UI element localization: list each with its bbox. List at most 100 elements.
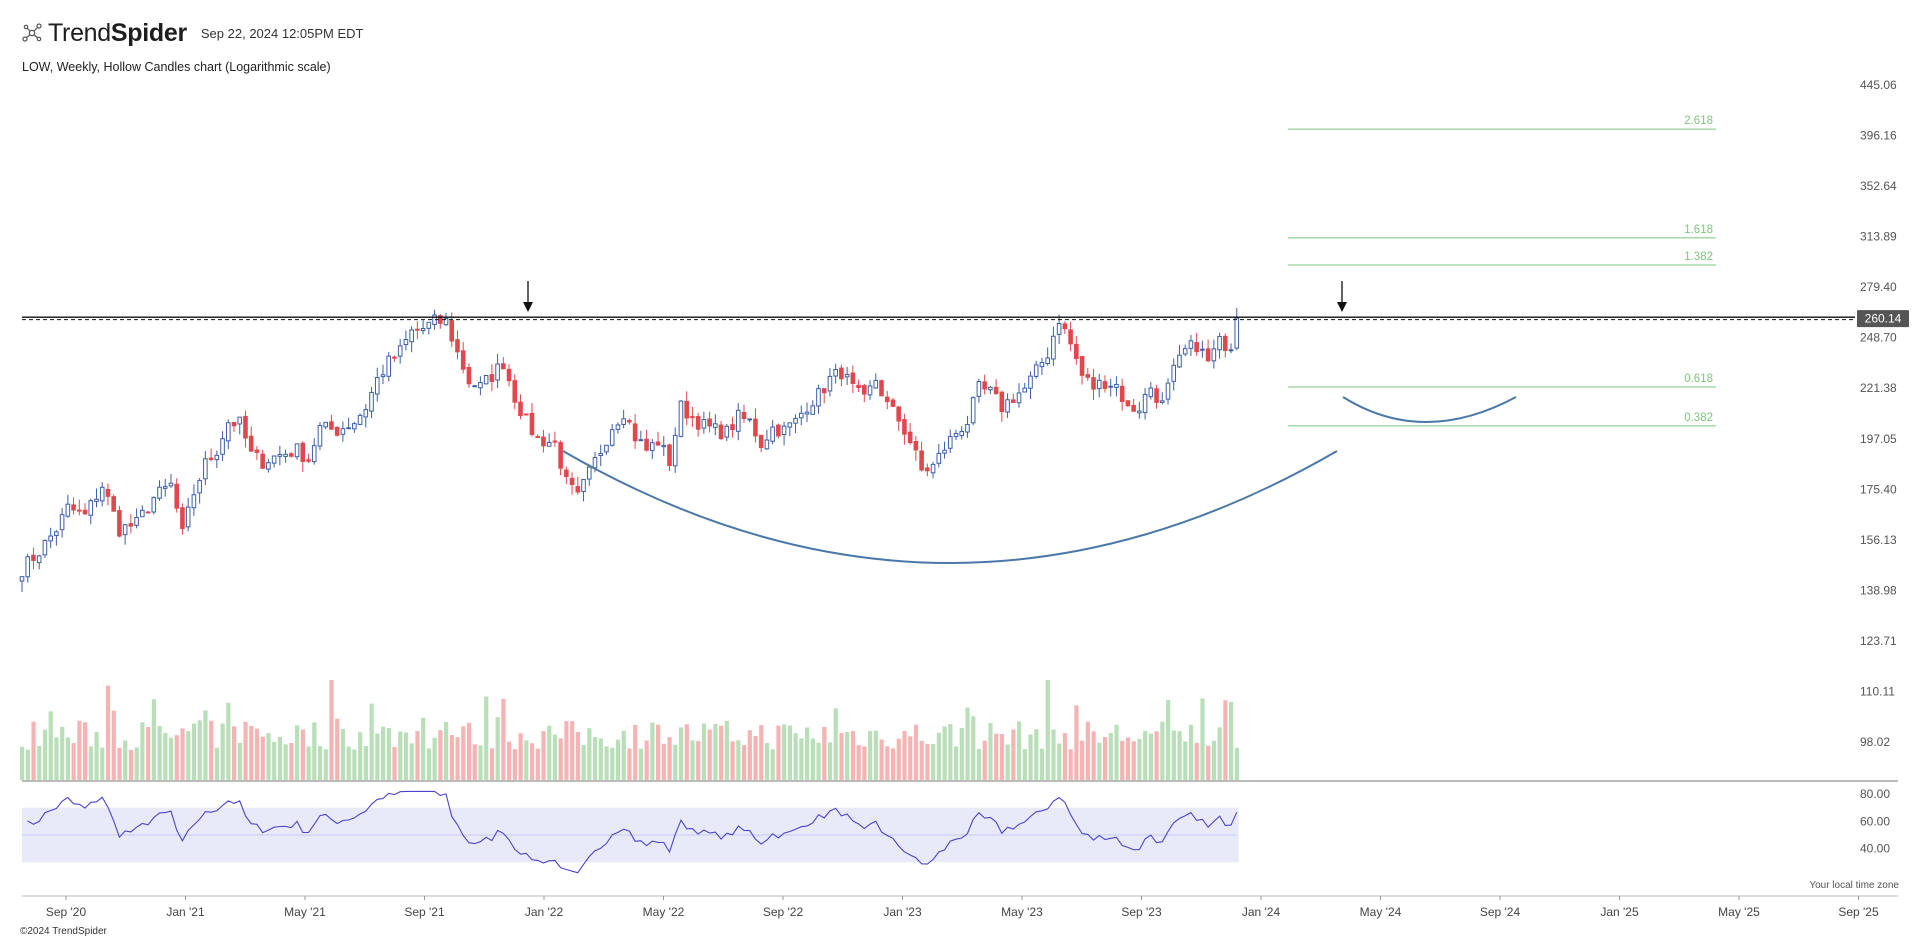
candle-body xyxy=(942,449,947,454)
candle-body xyxy=(1148,387,1154,398)
candle-body xyxy=(31,554,36,561)
volume-bar xyxy=(690,740,695,780)
candle xyxy=(157,480,162,501)
brand-logo-text: TrendSpider xyxy=(48,19,187,48)
volume-bar xyxy=(306,746,311,780)
y-axis-tick-label: 221.38 xyxy=(1860,381,1897,395)
candle-body xyxy=(529,412,535,435)
candle-body xyxy=(501,363,506,370)
candle xyxy=(753,408,758,443)
volume-bar xyxy=(329,680,334,780)
candle xyxy=(1228,343,1234,354)
x-axis-tick-label: Sep '20 xyxy=(46,905,87,919)
volume-bar xyxy=(1085,721,1090,780)
candle-body xyxy=(833,369,838,377)
y-axis-tick-label: 197.05 xyxy=(1860,432,1897,446)
candle-body xyxy=(231,421,237,427)
candle-body xyxy=(947,436,953,449)
volume-bar xyxy=(524,740,529,780)
candle xyxy=(982,374,987,395)
volume-bar xyxy=(1017,721,1022,780)
volume-bar xyxy=(48,711,53,780)
candle-body xyxy=(764,439,770,450)
volume-bar xyxy=(254,728,260,780)
volume-bar xyxy=(856,745,861,780)
candle-body xyxy=(317,425,323,447)
candle-body xyxy=(953,433,959,438)
candle-body xyxy=(873,379,879,389)
candle xyxy=(907,422,913,445)
candles xyxy=(19,307,1240,592)
candle-body xyxy=(19,576,25,582)
volume-bar xyxy=(936,732,941,780)
volume-bar xyxy=(266,733,271,780)
candle xyxy=(713,414,718,436)
candle-body xyxy=(701,419,707,429)
candle-body xyxy=(1051,335,1056,360)
candle-body xyxy=(879,380,884,397)
candle xyxy=(220,431,225,461)
candle-body xyxy=(821,388,827,394)
peak-arrow-icon xyxy=(523,281,533,312)
candle xyxy=(644,429,649,452)
candle xyxy=(839,364,844,387)
volume-bar xyxy=(415,731,420,780)
candle xyxy=(1102,375,1108,393)
candle xyxy=(466,363,472,388)
candle xyxy=(472,384,477,388)
candle-body xyxy=(489,374,495,382)
candle xyxy=(615,422,621,434)
volume-bar xyxy=(105,685,111,780)
candle xyxy=(191,484,197,516)
candle-body xyxy=(546,441,552,447)
candle-body xyxy=(1171,364,1177,382)
candle xyxy=(128,514,134,534)
candle xyxy=(724,423,730,442)
candle xyxy=(403,330,409,351)
volume-bar xyxy=(862,746,867,780)
candle-body xyxy=(884,396,890,403)
volume-bar xyxy=(277,736,283,780)
volume-bar xyxy=(1022,749,1027,780)
candle-body xyxy=(455,339,460,353)
candle xyxy=(552,431,558,447)
candle-body xyxy=(203,458,208,480)
candle-body xyxy=(970,397,976,424)
candle xyxy=(323,421,328,430)
candle xyxy=(1125,400,1131,408)
candle xyxy=(1022,382,1028,393)
candle xyxy=(283,449,288,463)
candle-body xyxy=(592,457,598,469)
fib-level-label: 1.618 xyxy=(1684,224,1713,236)
volume-bar xyxy=(317,746,323,780)
candle xyxy=(1062,321,1068,335)
candle-body xyxy=(1131,404,1136,412)
volume-bar xyxy=(587,728,592,780)
candle-body xyxy=(48,535,53,542)
candle xyxy=(501,357,506,370)
volume-bar xyxy=(868,730,873,780)
volume-bar xyxy=(782,724,787,780)
header: TrendSpider Sep 22, 2024 12:05PM EDT xyxy=(20,18,364,48)
candle xyxy=(231,421,237,432)
candle xyxy=(741,404,747,423)
volume-bar xyxy=(518,733,523,780)
brand-name-bold: Spider xyxy=(110,18,187,47)
volume-bar xyxy=(593,737,598,780)
candle xyxy=(174,478,180,513)
candle xyxy=(529,402,535,437)
candle-body xyxy=(42,539,48,556)
candle xyxy=(31,547,36,570)
volume-bar xyxy=(197,720,202,780)
candle-body xyxy=(1217,335,1222,351)
fib-level-label: 1.382 xyxy=(1684,251,1713,263)
volume-bar xyxy=(375,733,380,780)
candle xyxy=(586,464,592,486)
volume-bar xyxy=(982,740,987,780)
rsi-tick-label: 80.00 xyxy=(1860,787,1890,801)
volume-bar xyxy=(1154,731,1159,780)
last-price-label: 260.14 xyxy=(1865,312,1902,326)
volume-bar xyxy=(426,748,432,780)
volume-bar xyxy=(724,720,729,780)
